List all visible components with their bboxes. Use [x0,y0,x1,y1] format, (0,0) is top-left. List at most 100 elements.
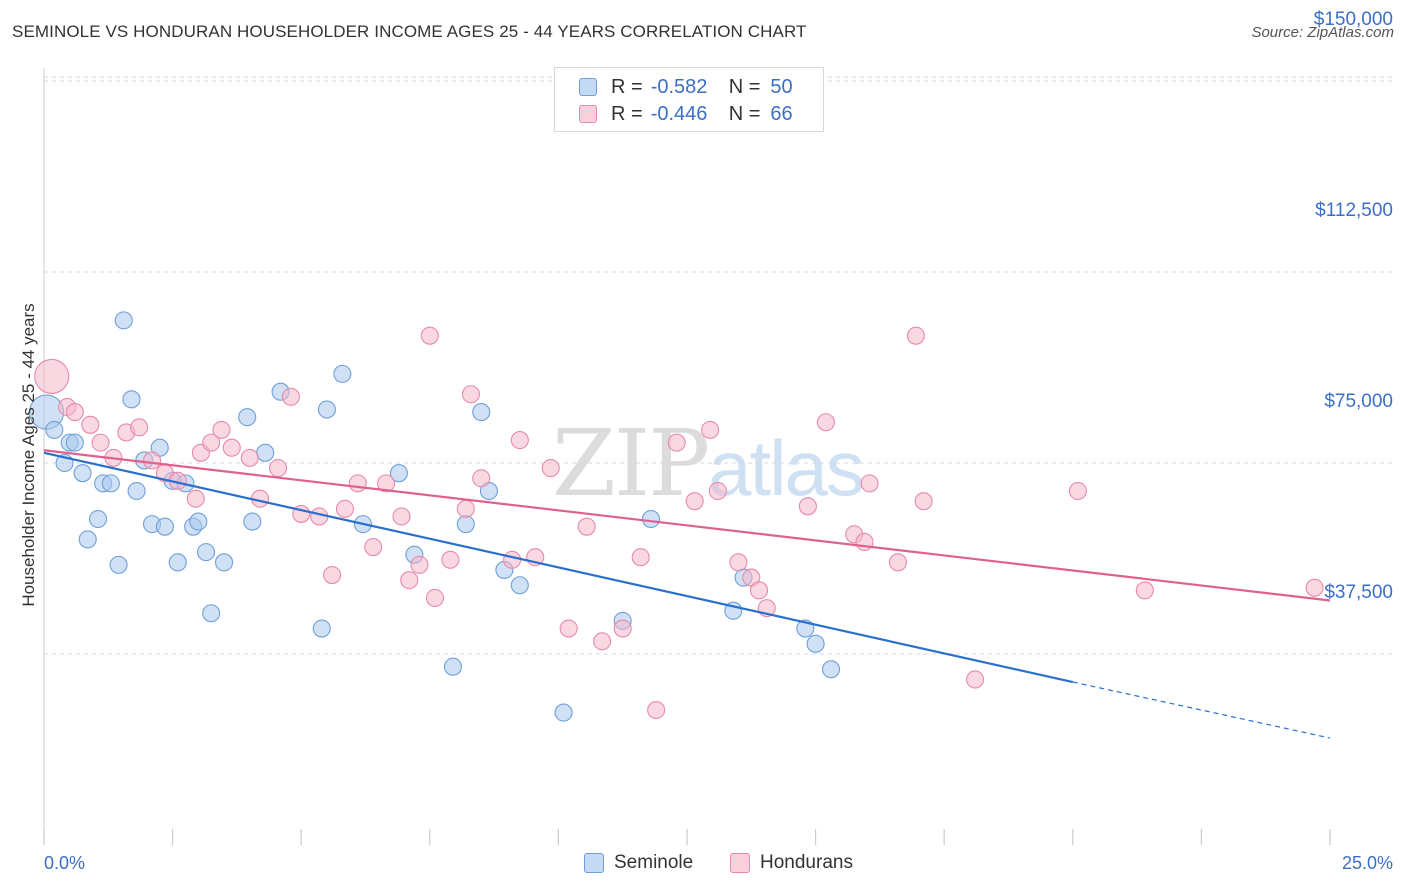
n-value: 50 [770,75,793,98]
r-value: -0.582 [650,75,708,98]
hondurans-point [441,550,460,569]
seminole-point [122,390,141,409]
seminole-point [389,464,408,483]
hondurans-point [708,481,727,501]
hondurans-point [364,537,383,557]
hondurans-point [577,517,596,536]
seminole-point [202,604,221,623]
hondurans-point [65,403,84,422]
axis-layer [43,68,1331,845]
hondurans-point [202,433,221,452]
hondurans-point [667,433,686,452]
points-layer [29,311,1324,722]
hondurans-point [461,385,481,404]
seminole-point [806,634,825,653]
stats-legend-row-seminole: R = -0.582 N = 50 [579,75,793,99]
seminole-point [114,311,133,330]
x-tick-label: 25.0% [1342,853,1393,873]
seminole-point [238,408,257,427]
watermark-atlas: atlas [708,424,865,512]
hondurans-point [269,459,288,478]
hondurans-point [222,438,241,457]
hondurans-point [186,489,205,508]
seminole-point [214,553,234,572]
legend-item-seminole[interactable]: Seminole [584,852,693,874]
chart-title: SEMINOLE VS HONDURAN HOUSEHOLDER INCOME … [12,22,807,41]
hondurans-point [966,670,985,689]
hondurans-point [240,448,259,467]
hondurans-point [420,326,439,345]
seminole-point [155,517,174,536]
hondurans-point [348,474,367,493]
seminole-legend-swatch [584,853,604,873]
seminole-point [78,530,97,549]
hondurans-point [701,420,720,439]
hondurans-point [1068,481,1087,501]
hondurans-point [816,413,835,432]
x-tick-label: 0.0% [44,853,85,873]
series-legend: Seminole Hondurans [0,852,1406,876]
hondurans-point [914,492,933,511]
seminole-point [554,703,573,722]
seminole-point [88,509,108,529]
hondurans-point [1305,578,1324,597]
legend-label-hondurans: Hondurans [760,852,853,873]
hondurans-trendline [43,449,1331,602]
seminole-point [109,555,128,574]
hondurans-point [685,492,704,511]
hondurans-point [729,553,748,572]
seminole-point [821,660,841,679]
hondurans-point [130,418,149,437]
seminole-point [101,474,120,493]
hondurans-point [335,499,354,518]
legend-item-hondurans[interactable]: Hondurans [730,852,853,874]
hondurans-point [503,550,522,569]
r-value: -0.446 [650,102,708,125]
n-label: N = [728,102,761,125]
hondurans-point [541,459,560,478]
seminole-point [189,512,208,531]
hondurans-point [647,700,666,720]
seminole-point [510,576,529,595]
hondurans-point [472,469,491,488]
hondurans-point [212,420,231,439]
seminole-point [73,464,92,483]
hondurans-point [410,555,429,574]
r-label: R = [611,102,643,125]
source-label: Source: ZipAtlas.com [1251,24,1394,41]
hondurans-point [749,581,769,600]
seminole-point [45,420,64,439]
y-tick-label: $150,000 [1314,9,1393,30]
y-axis-title: Householder Income Ages 25 - 44 years [19,303,38,606]
seminole-point [196,543,216,562]
seminole-point [641,509,661,529]
hondurans-legend-swatch [730,853,750,873]
legend-label-seminole: Seminole [614,852,694,873]
hondurans-point [425,588,444,608]
hondurans-point [400,571,419,590]
hondurans-point [798,497,817,516]
seminole-point [168,553,187,572]
hondurans-point [392,507,411,526]
hondurans-point [281,387,300,406]
hondurans-point [142,451,162,470]
hondurans-point [888,553,907,572]
seminole-trendline-extension [1072,681,1331,739]
watermark: ZIPatlas [552,410,865,517]
seminole-point [312,619,331,638]
hondurans-point [559,619,578,638]
seminole-point [256,443,275,462]
stats-legend: R = -0.582 N = 50 R = -0.446 N = 66 [554,67,824,132]
hondurans-point [456,499,475,518]
hondurans-point [323,566,342,585]
seminole-trendline [43,451,1074,684]
label-layer: $37,500 $75,000 $112,500 $150,000 0.0% 25.0% H… [19,9,1393,873]
hondurans-swatch [579,105,597,123]
seminole-point [472,403,491,422]
n-label: N = [728,75,761,98]
seminole-point [317,400,336,419]
seminole-swatch [579,78,597,96]
stats-legend-row-hondurans: R = -0.446 N = 66 [579,102,793,126]
seminole-point [456,515,475,534]
